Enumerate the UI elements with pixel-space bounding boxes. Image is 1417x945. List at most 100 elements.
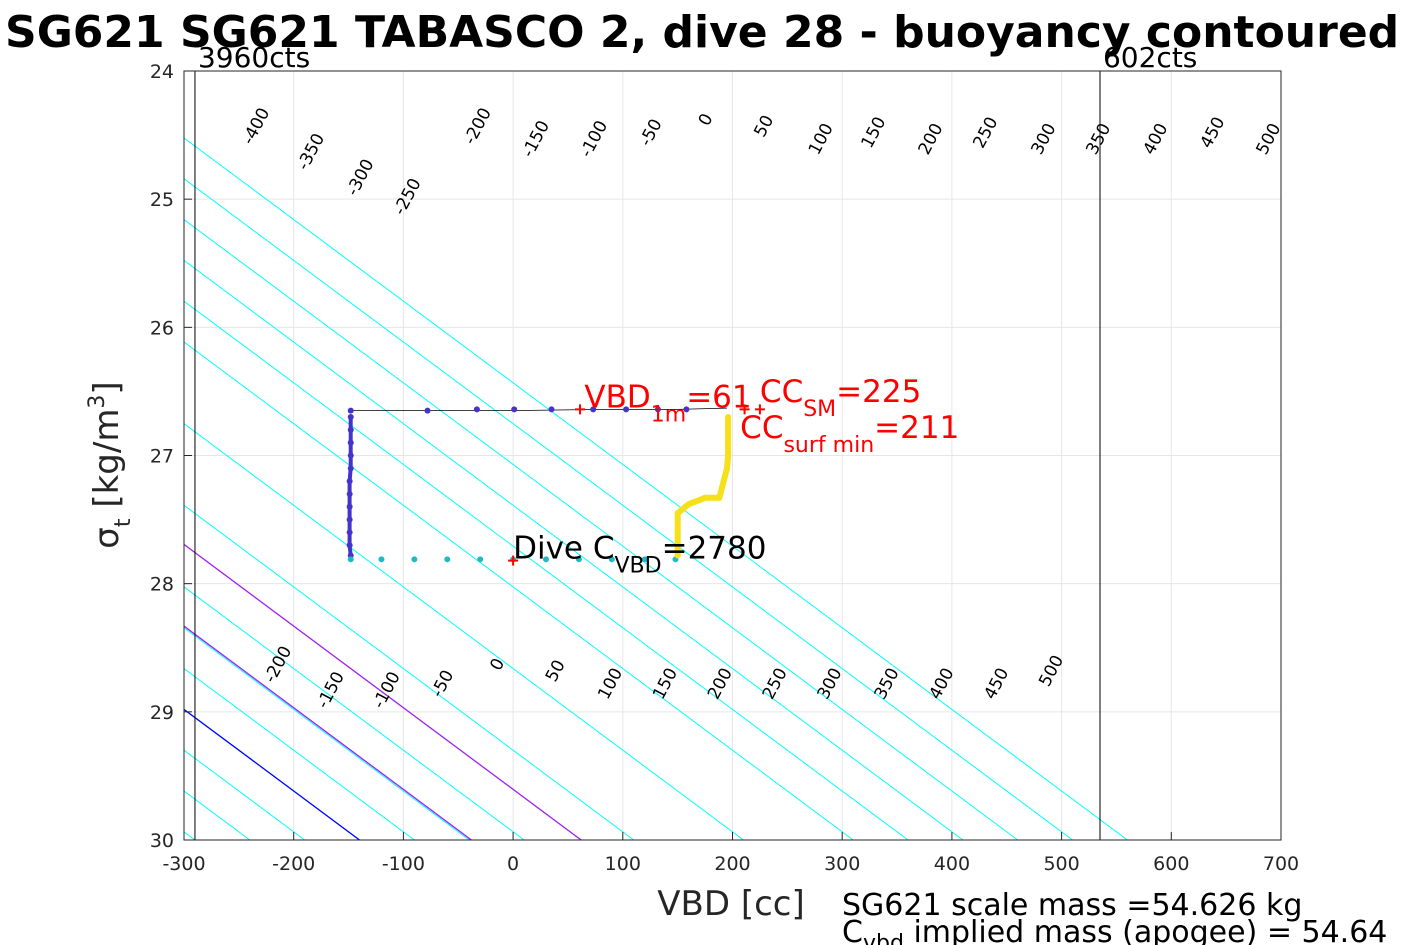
x-tick-label-9: 600 bbox=[1153, 853, 1189, 875]
descent-column-point-10 bbox=[346, 542, 353, 549]
y-label-unit: [kg/m bbox=[87, 409, 127, 519]
dive-data-series bbox=[346, 406, 732, 563]
footer-rest: implied mass (apogee) = 54.64 bbox=[904, 915, 1388, 945]
x-tick-label-10: 700 bbox=[1263, 853, 1299, 875]
surface-points-point-6 bbox=[623, 406, 630, 413]
ascent-points-point-7 bbox=[724, 465, 731, 472]
contour-line-10 bbox=[184, 504, 635, 840]
axis-ticks: -300 -200 -100 0 100 200 300 400 500 600 700 24 25 26… bbox=[150, 61, 1299, 875]
descent-column-point-5 bbox=[346, 478, 353, 485]
ascent-points-point-2 bbox=[674, 510, 681, 517]
annotation-ccsm-sub: SM bbox=[803, 397, 836, 422]
x-tick-label-0: -300 bbox=[162, 853, 205, 875]
ascent-points-point-11 bbox=[725, 414, 732, 421]
contour-line-16 bbox=[184, 259, 964, 840]
annotation-divec: Dive CVBD=2780 bbox=[513, 531, 766, 579]
y-label-sigma: σ bbox=[87, 527, 127, 549]
bottom-points-point-8 bbox=[608, 556, 615, 563]
bottom-points-point-1 bbox=[378, 556, 385, 563]
y-tick-label-4: 28 bbox=[150, 574, 174, 596]
x-tick-label-2: -100 bbox=[382, 853, 425, 875]
vbd-limit-lines bbox=[194, 71, 1101, 840]
annotation-vbd1m-main: VBD bbox=[584, 379, 650, 415]
y-tick-label-1: 25 bbox=[150, 189, 174, 211]
footer-scale-mass: SG621 scale mass =54.626 kg bbox=[842, 888, 1302, 923]
vbd-limit-label-0: 3960cts bbox=[198, 41, 310, 74]
annotation-ccsurf-main: CC bbox=[740, 410, 783, 446]
descent-column-point-1 bbox=[347, 426, 354, 433]
footer-implied-mass: Cvbd implied mass (apogee) = 54.64 bbox=[842, 915, 1387, 945]
contour-line-7 bbox=[184, 627, 470, 840]
descent-column-point-6 bbox=[346, 490, 353, 497]
contour-line-12 bbox=[184, 423, 744, 840]
contour-line-18 bbox=[184, 178, 1073, 840]
bottom-points-point-4 bbox=[477, 556, 484, 563]
annotation-ccsurf-value: =211 bbox=[874, 410, 959, 446]
ascent-points-point-5 bbox=[716, 494, 723, 501]
descent-column-point-8 bbox=[346, 516, 353, 523]
contour-line-15 bbox=[184, 300, 909, 840]
surface-points-point-3 bbox=[511, 406, 518, 413]
annotation-markers bbox=[508, 404, 765, 566]
annotation-vbd1m: VBD1m=61 bbox=[584, 379, 751, 427]
marker-plus-0 bbox=[508, 555, 519, 566]
descent-column-point-2 bbox=[347, 439, 354, 446]
annotation-ccsm-main: CC bbox=[760, 374, 803, 410]
y-axis-label: σt [kg/m3] bbox=[85, 381, 136, 548]
contour-line-11 bbox=[184, 625, 472, 840]
ascent-points-point-1 bbox=[674, 529, 681, 536]
y-label-subscript: t bbox=[111, 518, 136, 527]
y-label-superscript: 3 bbox=[85, 395, 110, 409]
bottom-points-point-7 bbox=[575, 556, 582, 563]
surface-points-point-8 bbox=[683, 406, 690, 413]
x-tick-label-8: 500 bbox=[1043, 853, 1079, 875]
surface-points-point-4 bbox=[548, 406, 555, 413]
contour-line-13 bbox=[184, 543, 582, 840]
contour-line-8 bbox=[184, 586, 525, 840]
x-tick-label-5: 200 bbox=[714, 853, 750, 875]
ascent-points-point-0 bbox=[674, 552, 681, 559]
footer-c: C bbox=[842, 915, 863, 945]
y-label-close: ] bbox=[87, 381, 127, 394]
bottom-points-point-6 bbox=[543, 556, 550, 563]
descent-column-point-7 bbox=[346, 503, 353, 510]
x-tick-label-7: 400 bbox=[934, 853, 970, 875]
y-tick-label-5: 29 bbox=[150, 702, 174, 724]
annotation-ccsm: CCSM=225 bbox=[760, 374, 921, 422]
y-tick-label-3: 27 bbox=[150, 446, 174, 468]
x-tick-label-1: -200 bbox=[272, 853, 315, 875]
y-tick-label-2: 26 bbox=[150, 317, 174, 339]
annotation-ccsurf: CCsurf min=211 bbox=[740, 410, 959, 458]
y-tick-label-0: 24 bbox=[150, 61, 174, 83]
annotation-divec-main: Dive C bbox=[513, 531, 614, 567]
bottom-points-point-0 bbox=[347, 556, 354, 563]
surface-points-point-5 bbox=[590, 406, 597, 413]
descent-column-point-3 bbox=[347, 452, 354, 459]
buoyancy-contours bbox=[0, 71, 1128, 840]
x-tick-label-6: 300 bbox=[824, 853, 860, 875]
annotation-divec-value: =2780 bbox=[662, 531, 767, 567]
annotation-vbd1m-sub: 1m bbox=[651, 402, 686, 427]
ascent-points-point-9 bbox=[725, 439, 732, 446]
descent-column-point-4 bbox=[347, 465, 354, 472]
contour-line-0 bbox=[0, 71, 85, 840]
bottom-points-point-3 bbox=[444, 556, 451, 563]
chart-title: SG621 SG621 TABASCO 2, dive 28 - buoyanc… bbox=[5, 7, 1399, 58]
surface-points-point-7 bbox=[654, 406, 661, 413]
contour-line-6 bbox=[184, 667, 415, 840]
ascent-points-point-10 bbox=[725, 426, 732, 433]
y-tick-label-6: 30 bbox=[150, 830, 174, 852]
contour-line-17 bbox=[184, 218, 1019, 840]
ascent-points-point-4 bbox=[702, 494, 709, 501]
ascent-points-point-8 bbox=[725, 452, 732, 459]
bottom-points-point-9 bbox=[641, 556, 648, 563]
surface-points-point-1 bbox=[424, 407, 431, 414]
contour-line-19 bbox=[184, 137, 1128, 840]
ascent-points-point-6 bbox=[720, 478, 727, 485]
descent-column-point-9 bbox=[346, 529, 353, 536]
surface-points-point-2 bbox=[473, 406, 480, 413]
annotation-divec-sub: VBD bbox=[615, 554, 662, 579]
annotation-ccsm-value: =225 bbox=[836, 374, 921, 410]
vbd-limit-label-1: 602cts bbox=[1103, 41, 1197, 74]
